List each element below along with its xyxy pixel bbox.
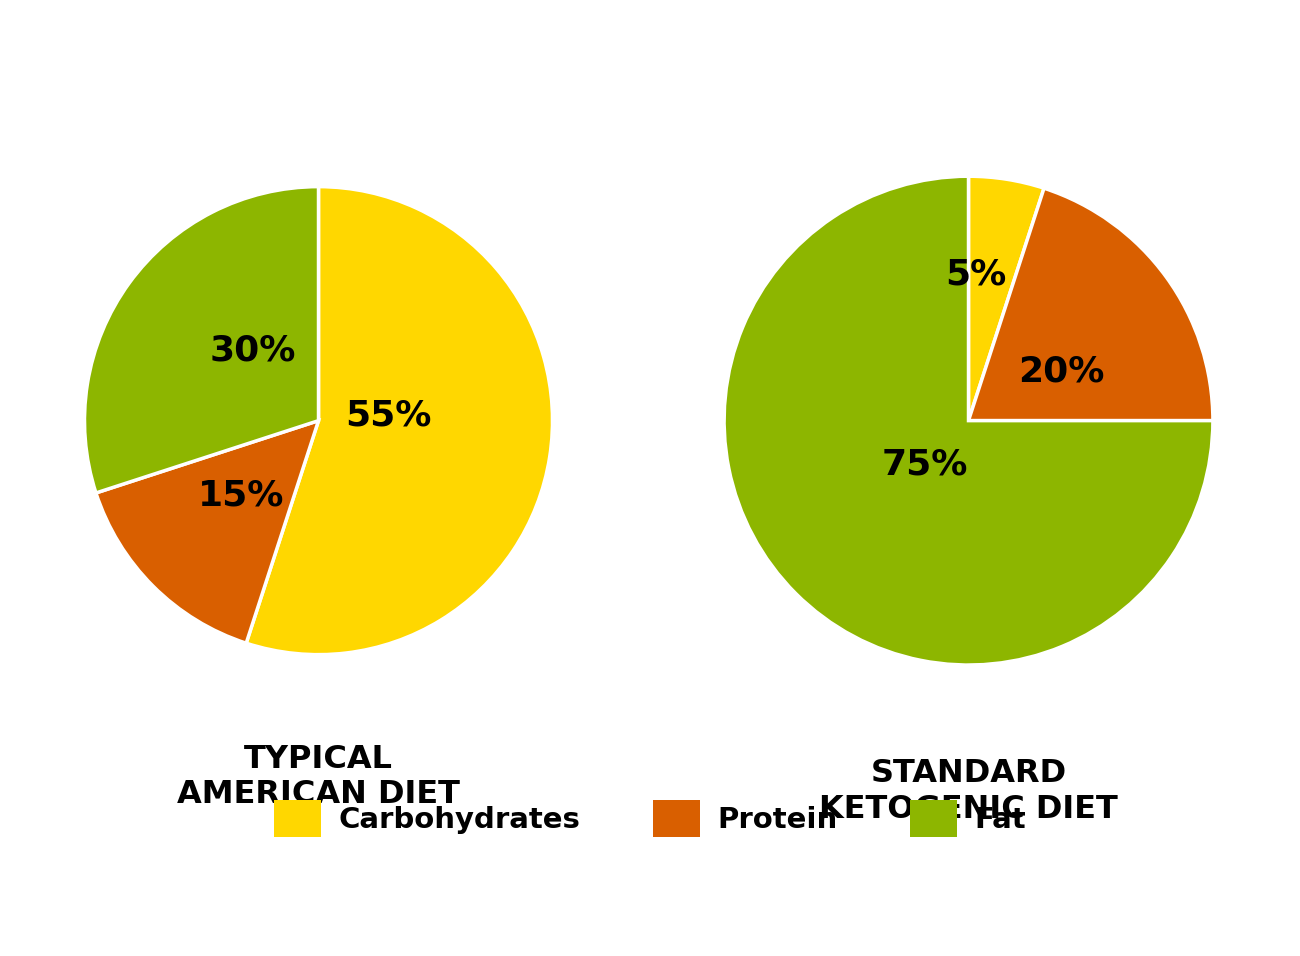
Wedge shape bbox=[84, 186, 318, 493]
Wedge shape bbox=[968, 188, 1213, 421]
Text: STANDARD
KETOGENIC DIET: STANDARD KETOGENIC DIET bbox=[819, 758, 1118, 825]
Text: TYPICAL
AMERICAN DIET: TYPICAL AMERICAN DIET bbox=[177, 744, 460, 811]
Text: 75%: 75% bbox=[881, 447, 967, 482]
Text: 5%: 5% bbox=[945, 257, 1006, 291]
Wedge shape bbox=[968, 176, 1044, 421]
Wedge shape bbox=[724, 176, 1213, 665]
Wedge shape bbox=[246, 186, 552, 655]
Text: 20%: 20% bbox=[1018, 355, 1105, 389]
Text: 30%: 30% bbox=[209, 334, 296, 367]
Wedge shape bbox=[96, 421, 318, 643]
Text: 55%: 55% bbox=[346, 399, 432, 433]
Text: 15%: 15% bbox=[198, 479, 285, 512]
Legend: Carbohydrates, Protein, Fat: Carbohydrates, Protein, Fat bbox=[263, 788, 1037, 849]
